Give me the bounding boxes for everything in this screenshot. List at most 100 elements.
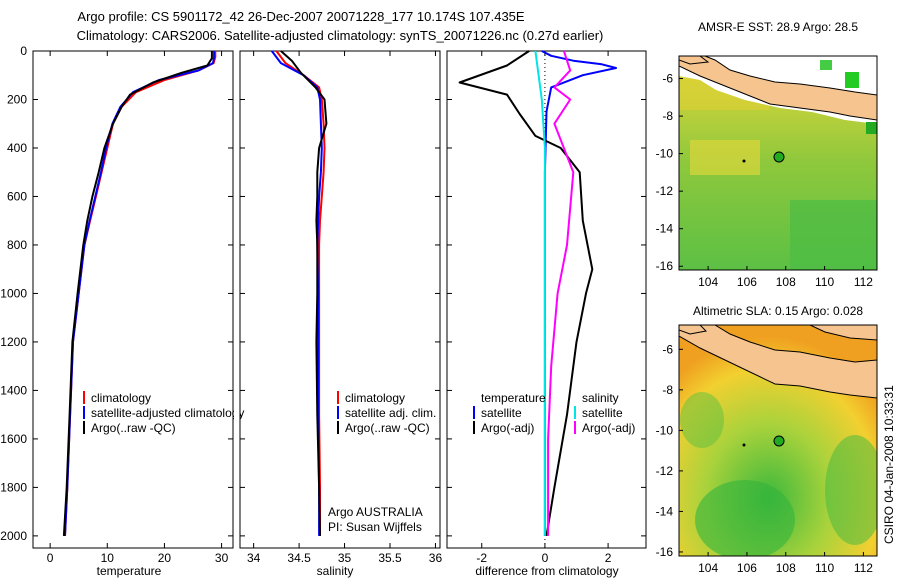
island-dot xyxy=(742,159,746,163)
sumatra-landmass xyxy=(679,56,710,65)
y-tick-label: 1600 xyxy=(0,432,27,446)
map-x-tick-label: 106 xyxy=(737,275,757,289)
legend-label-satellite-adj: satellite adj. clim. xyxy=(345,406,436,420)
sla-map-axes: 104 106 108 110 112 -6 -8 -10 -12 -14 -16 xyxy=(656,342,874,575)
sst-cool-patch xyxy=(790,200,877,270)
sla-low-region xyxy=(695,480,795,556)
legend-group-temperature: temperature xyxy=(481,391,546,405)
sst-map-frame xyxy=(678,55,878,271)
y-tick-label: 0 xyxy=(20,44,27,58)
salinity-plot: 34 34.5 35 35.5 36 xyxy=(240,50,443,565)
sla-map-frame xyxy=(678,324,878,557)
salinity-plot-frame xyxy=(239,50,441,549)
figure-title-line-1: Argo profile: CS 5901172_42 26-Dec-2007 … xyxy=(77,9,524,24)
sst-map xyxy=(679,56,877,270)
map-y-tick-label: -6 xyxy=(662,72,673,86)
sla-map-title: Altimetric SLA: 0.15 Argo: 0.028 xyxy=(693,304,863,318)
map-y-tick-label: -14 xyxy=(656,504,674,518)
x-tick-label: 2 xyxy=(605,551,612,565)
x-tick-label: 0 xyxy=(47,551,54,565)
y-tick-label: 600 xyxy=(7,189,27,203)
float-program-annotation: Argo AUSTRALIA xyxy=(328,505,423,519)
legend-label-sal-satellite: satellite xyxy=(582,406,623,420)
legend-label-temp-satellite: satellite xyxy=(481,406,522,420)
y-tick-label: 2000 xyxy=(0,529,27,543)
sla-map xyxy=(679,325,877,556)
legend-label-sal-argo: Argo(-adj) xyxy=(582,421,635,435)
sst-map-title: AMSR-E SST: 28.9 Argo: 28.5 xyxy=(698,20,858,34)
x-tick-label: 34.5 xyxy=(287,551,311,565)
temperature-plot-frame xyxy=(32,50,234,549)
sst-green-pixel xyxy=(845,72,859,88)
series-line-argo-raw-qc xyxy=(62,51,213,536)
island-dot xyxy=(742,443,746,447)
x-tick-label: 36 xyxy=(429,551,443,565)
y-tick-label: 1200 xyxy=(0,335,27,349)
map-y-tick-label: -10 xyxy=(656,147,674,161)
sst-map-axes: 104 106 108 110 112 -6 -8 -10 -12 -14 -16 xyxy=(656,72,874,289)
map-y-tick-label: -14 xyxy=(656,222,674,236)
map-y-tick-label: -16 xyxy=(656,259,674,273)
legend-label-satellite-adjusted: satellite-adjusted climatology xyxy=(91,406,244,420)
argo-float-marker xyxy=(773,435,785,447)
map-x-tick-label: 110 xyxy=(815,275,834,289)
series-line-salinity-satellite xyxy=(534,50,546,536)
sst-green-pixel xyxy=(820,60,832,70)
y-tick-label: 800 xyxy=(7,238,27,252)
y-tick-label: 200 xyxy=(7,92,27,106)
map-y-tick-label: -12 xyxy=(656,464,674,478)
sst-green-pixel xyxy=(866,122,877,134)
salinity-legend: climatology satellite adj. clim. Argo(..… xyxy=(337,391,436,435)
temperature-axis-label: temperature xyxy=(97,564,162,578)
map-x-tick-label: 110 xyxy=(815,561,834,575)
series-line-climatology xyxy=(64,51,217,536)
x-tick-label: 20 xyxy=(158,551,172,565)
difference-legend: temperature satellite Argo(-adj) salinit… xyxy=(473,391,635,435)
y-tick-label: 400 xyxy=(7,141,27,155)
map-y-tick-label: -6 xyxy=(662,342,673,356)
temperature-legend: climatology satellite-adjusted climatolo… xyxy=(83,391,244,435)
sla-low-region xyxy=(680,392,724,448)
map-y-tick-label: -8 xyxy=(662,109,673,123)
series-line-satellite-adj-clim xyxy=(271,50,323,536)
series-line-temperature-satellite xyxy=(541,50,617,536)
difference-plot-frame xyxy=(446,50,647,549)
argo-float-marker xyxy=(773,151,785,163)
legend-label-temp-argo: Argo(-adj) xyxy=(481,421,534,435)
map-y-tick-label: -8 xyxy=(662,383,673,397)
legend-overflow-mask xyxy=(234,390,240,440)
legend-group-salinity: salinity xyxy=(582,391,619,405)
map-x-tick-label: 108 xyxy=(776,275,796,289)
x-tick-label: 34 xyxy=(247,551,261,565)
map-x-tick-label: 104 xyxy=(698,275,718,289)
x-tick-label: 0 xyxy=(542,551,549,565)
x-tick-label: 10 xyxy=(101,551,115,565)
legend-label-climatology: climatology xyxy=(91,391,151,405)
legend-label-argo: Argo(..raw -QC) xyxy=(91,421,176,435)
borneo-coast xyxy=(809,325,877,341)
y-tick-label: 1000 xyxy=(0,286,27,300)
series-line-salinity-argo-adj xyxy=(547,50,575,536)
map-x-tick-label: 112 xyxy=(854,275,873,289)
map-y-tick-label: -10 xyxy=(656,423,674,437)
csiro-timestamp: CSIRO 04-Jan-2008 10:33:31 xyxy=(882,385,896,544)
y-tick-label: 1800 xyxy=(0,480,27,494)
x-tick-label: 35 xyxy=(338,551,352,565)
x-tick-label: 35.5 xyxy=(378,551,402,565)
salinity-axis-label: salinity xyxy=(317,564,354,578)
legend-label-argo: Argo(..raw -QC) xyxy=(345,421,430,435)
sst-warm-patch xyxy=(690,140,760,175)
float-pi-annotation: PI: Susan Wijffels xyxy=(328,520,422,534)
sla-low-region xyxy=(825,435,877,545)
series-line-satellite-adjusted-climatology xyxy=(64,51,216,536)
map-y-tick-label: -16 xyxy=(656,545,674,559)
x-tick-label: -2 xyxy=(476,551,487,565)
java-landmass xyxy=(679,325,877,399)
map-x-tick-label: 108 xyxy=(776,561,796,575)
x-tick-label: 30 xyxy=(215,551,229,565)
map-y-tick-label: -12 xyxy=(656,184,674,198)
figure-title-line-2: Climatology: CARS2006. Satellite-adjuste… xyxy=(77,28,604,43)
series-line-temperature-argo-adj xyxy=(458,50,594,537)
series-line-argo-raw-qc xyxy=(280,50,328,536)
